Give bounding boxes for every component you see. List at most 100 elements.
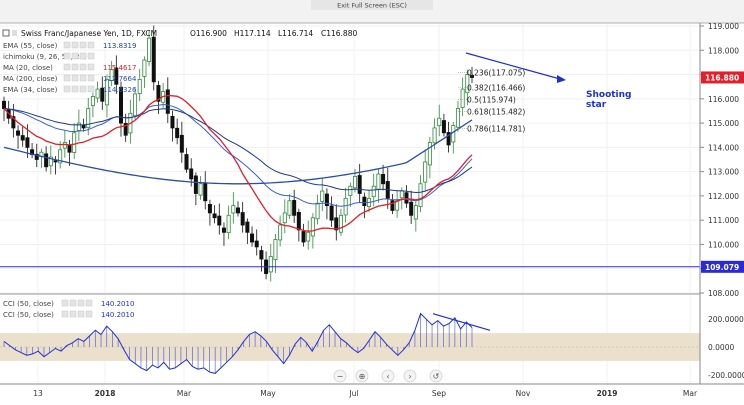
fib-level-label: 0.5(115.974): [467, 95, 516, 104]
indicator-setting-icon[interactable]: [87, 41, 95, 49]
cci-setting-icon[interactable]: [85, 310, 93, 318]
candle-body: [306, 231, 311, 242]
indicator-setting-icon[interactable]: [79, 85, 87, 93]
time-tick-label: Mar: [683, 389, 698, 398]
time-tick-label: Jul: [348, 389, 358, 398]
candle-body: [381, 173, 386, 185]
candle-body: [469, 75, 474, 78]
exit-fullscreen-button[interactable]: [311, 0, 433, 10]
indicator-setting-icon[interactable]: [79, 52, 87, 60]
indicator-setting-icon[interactable]: [63, 63, 71, 71]
candle-body: [287, 200, 292, 216]
candle-body: [170, 115, 175, 129]
zoom-out-icon: −: [337, 372, 344, 381]
time-axis[interactable]: 13 2018 Mar May Jul Sep Nov 2019 Mar: [33, 389, 698, 398]
cci-setting-icon[interactable]: [61, 299, 69, 307]
indicator-setting-icon[interactable]: [71, 52, 79, 60]
price-tick-label: 118.000: [708, 46, 739, 55]
time-tick-label: May: [260, 389, 276, 398]
candle-body: [48, 156, 53, 167]
reset-icon: ↺: [433, 372, 440, 381]
indicator-setting-icon[interactable]: [71, 85, 79, 93]
cci-pane[interactable]: [0, 312, 700, 374]
annotation-text-2: star: [586, 100, 607, 110]
cci-axis[interactable]: 200.0000 0.0000 -200.0000: [708, 315, 744, 380]
cci-setting-icon[interactable]: [61, 310, 69, 318]
reset-button[interactable]: [429, 369, 443, 383]
indicator-setting-icon[interactable]: [63, 74, 71, 82]
scroll-right-button[interactable]: [403, 369, 417, 383]
indicator-setting-icon[interactable]: [71, 63, 79, 71]
series-icon: [12, 30, 17, 36]
candle-body: [240, 212, 245, 226]
candle-body: [254, 240, 259, 248]
candle-body: [86, 108, 91, 129]
candle-body: [100, 87, 105, 102]
current-price-label: 116.880: [705, 73, 739, 82]
annotation-arrowhead: [557, 75, 566, 83]
time-tick-label: 13: [33, 389, 43, 398]
indicator-setting-icon[interactable]: [87, 63, 95, 71]
cci-setting-icon[interactable]: [77, 310, 85, 318]
indicator-setting-icon[interactable]: [87, 85, 95, 93]
indicator-setting-icon[interactable]: [79, 63, 87, 71]
candle-body: [58, 149, 63, 164]
chart-header: Swiss Franc/Japanese Yen, 1D, FXCM O116.…: [2, 29, 357, 38]
candle-body: [324, 193, 329, 207]
candle-body: [175, 127, 180, 139]
cci-legend-name: CCI (50, close): [3, 300, 54, 308]
cci-setting-icon[interactable]: [77, 299, 85, 307]
cci-setting-icon[interactable]: [85, 299, 93, 307]
candle-body: [203, 182, 208, 202]
fib-level-label: 0.236(117.075): [467, 69, 525, 78]
candle-body: [16, 130, 21, 136]
fib-level-label: 0.618(115.482): [467, 107, 525, 116]
indicator-value: 112.7664: [103, 75, 137, 83]
cci-setting-icon[interactable]: [69, 310, 77, 318]
candle-body: [231, 205, 236, 214]
indicator-setting-icon[interactable]: [63, 85, 71, 93]
candle-body: [20, 135, 25, 141]
candle-body: [11, 116, 16, 129]
zoom-in-button[interactable]: [355, 369, 369, 383]
candle-body: [2, 100, 7, 109]
candle-body: [81, 125, 86, 129]
indicator-value: 113.8319: [103, 42, 136, 50]
price-axis[interactable]: 119.000118.000117.000116.000115.000114.0…: [700, 22, 744, 298]
candle-body: [114, 67, 119, 85]
cci-setting-icon[interactable]: [69, 299, 77, 307]
cci-legend-value: 140.2010: [101, 311, 134, 319]
candle-body: [413, 205, 418, 220]
indicator-setting-icon[interactable]: [87, 74, 95, 82]
candle-body: [348, 185, 353, 196]
indicator-setting-icon[interactable]: [87, 52, 95, 60]
indicator-name: EMA (55, close): [3, 42, 58, 50]
candle-body: [278, 224, 283, 241]
collapse-icon[interactable]: [2, 29, 10, 37]
indicator-name: MA (20, close): [3, 64, 53, 72]
candle-body: [329, 205, 334, 221]
indicator-setting-icon[interactable]: [79, 41, 87, 49]
candle-body: [184, 154, 189, 170]
candle-body: [320, 190, 325, 202]
indicator-setting-icon[interactable]: [71, 41, 79, 49]
candle-body: [142, 59, 147, 77]
candle-body: [44, 153, 49, 168]
candle-body: [310, 217, 315, 237]
ma200-line: [3, 119, 473, 185]
indicator-setting-icon[interactable]: [71, 74, 79, 82]
zoom-out-button[interactable]: [333, 369, 347, 383]
indicator-name: ichimoku (9, 26, 52, 26): [3, 53, 87, 61]
candle-body: [315, 202, 320, 220]
indicator-setting-icon[interactable]: [79, 74, 87, 82]
scroll-left-button[interactable]: [381, 369, 395, 383]
indicator-setting-icon[interactable]: [63, 41, 71, 49]
candle-body: [334, 217, 339, 231]
price-tick-label: 115.000: [708, 119, 739, 128]
indicator-setting-icon[interactable]: [63, 52, 71, 60]
symbol-title: Swiss Franc/Japanese Yen, 1D, FXCM: [21, 29, 157, 38]
price-pane[interactable]: 0.236(117.075) 0.382(116.466) 0.5(115.974)…: [0, 24, 700, 384]
candle-body: [137, 79, 142, 95]
ema55-line: [3, 108, 473, 194]
ohlc-close: C116.880: [321, 29, 357, 38]
